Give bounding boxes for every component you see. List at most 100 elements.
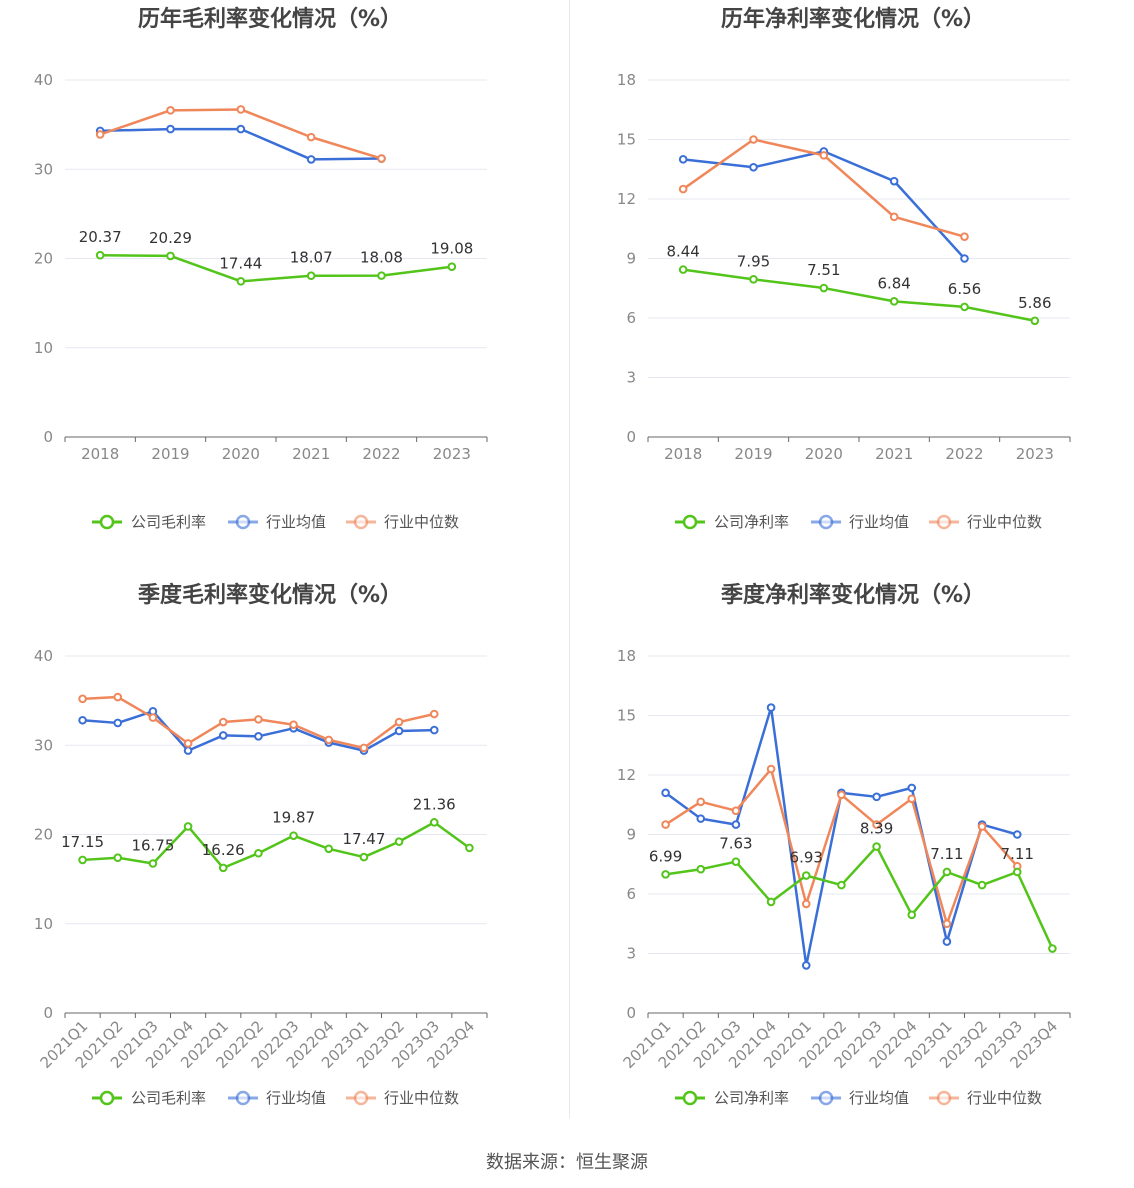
- x-tick-label: 2020: [805, 445, 843, 463]
- data-point-avg: [731, 820, 741, 829]
- data-point-company: [429, 818, 439, 827]
- y-tick-label: 30: [34, 160, 53, 178]
- source-label: 数据来源：恒生聚源: [486, 1152, 648, 1173]
- data-point-avg: [801, 961, 811, 970]
- data-label: 7.11: [930, 845, 963, 863]
- legend-marker: [235, 514, 251, 530]
- legend-label: 行业均值: [849, 513, 909, 531]
- data-point-company: [942, 867, 952, 877]
- data-point-company: [113, 853, 123, 863]
- data-point-company: [678, 265, 688, 274]
- data-label: 17.47: [342, 830, 385, 848]
- data-point-median: [183, 739, 193, 748]
- data-point-avg: [907, 783, 917, 793]
- y-tick-label: 12: [617, 766, 636, 784]
- y-tick-label: 18: [617, 71, 636, 89]
- legend-label: 行业均值: [849, 1089, 909, 1107]
- data-label: 16.75: [131, 837, 174, 855]
- series-line-median: [99, 108, 382, 160]
- data-label: 6.93: [790, 849, 823, 867]
- data-point-avg: [254, 732, 263, 741]
- data-label: 6.99: [649, 847, 682, 865]
- data-point-company: [1030, 316, 1040, 326]
- y-tick-label: 0: [43, 428, 53, 446]
- data-point-median: [113, 692, 123, 702]
- data-point-median: [377, 154, 386, 163]
- series-line-company: [100, 253, 452, 283]
- data-label: 7.51: [807, 261, 840, 279]
- data-point-median: [907, 794, 917, 804]
- y-tick-label: 15: [617, 131, 636, 149]
- data-point-avg: [394, 726, 404, 736]
- legend-marker: [936, 514, 952, 530]
- data-point-avg: [872, 792, 881, 802]
- legend-marker: [353, 514, 369, 530]
- y-tick-label: 9: [626, 826, 636, 844]
- data-point-avg: [78, 715, 87, 725]
- data-point-company: [1048, 944, 1057, 953]
- data-point-median: [696, 797, 706, 807]
- y-tick-label: 40: [34, 71, 53, 89]
- legend-item-median: 行业中位数: [346, 513, 459, 531]
- data-point-median: [218, 717, 228, 727]
- series-line-avg: [683, 150, 966, 260]
- data-point-avg: [696, 814, 706, 823]
- data-label: 21.36: [413, 795, 456, 813]
- legend-item-avg: 行业均值: [228, 1089, 326, 1107]
- data-point-avg: [306, 155, 316, 164]
- data-point-avg: [183, 746, 193, 755]
- legend-label: 行业均值: [266, 1089, 326, 1107]
- data-point-median: [977, 822, 987, 831]
- chart-annual-net: 历年净利率变化情况（%） 0 3 6 9 12 15 18 2018 2019 2020 2021 20…: [617, 6, 1071, 531]
- legend-item-avg: 行业均值: [811, 513, 909, 531]
- y-tick-label: 15: [617, 707, 636, 725]
- data-point-median: [872, 820, 881, 829]
- data-label: 7.63: [719, 835, 752, 853]
- y-tick-label: 20: [34, 250, 53, 268]
- x-tick-label: 2019: [151, 445, 189, 463]
- legend-marker: [818, 1090, 834, 1106]
- x-tick-label: 2018: [664, 445, 702, 463]
- data-point-company: [289, 831, 298, 840]
- data-point-median: [166, 106, 175, 115]
- data-point-avg: [429, 725, 439, 735]
- data-point-avg: [889, 176, 899, 186]
- y-tick-label: 6: [626, 885, 636, 903]
- legend-marker: [682, 1090, 698, 1106]
- data-point-median: [236, 105, 246, 114]
- data-point-avg: [749, 162, 758, 172]
- data-point-median: [289, 720, 298, 730]
- data-point-median: [942, 919, 952, 929]
- data-label: 6.56: [948, 280, 981, 298]
- data-point-company: [183, 822, 193, 831]
- y-tick-label: 30: [34, 736, 53, 754]
- data-point-avg: [218, 731, 228, 740]
- chart-panel-annual-gross: 历年毛利率变化情况（%） 0 10 20 30 40 2018 2019 2020 2021 202…: [0, 0, 567, 575]
- data-label: 16.26: [202, 841, 245, 859]
- legend-label: 公司毛利率: [131, 513, 206, 531]
- data-point-median: [254, 715, 263, 724]
- chart-title: 季度毛利率变化情况（%）: [138, 582, 402, 608]
- data-label: 18.07: [290, 249, 333, 267]
- legend-label: 公司净利率: [714, 1089, 789, 1107]
- data-point-avg: [236, 124, 246, 134]
- data-point-company: [837, 880, 846, 890]
- y-tick-label: 10: [34, 915, 53, 933]
- y-tick-label: 0: [43, 1004, 53, 1022]
- series-line-company: [82, 821, 471, 870]
- legend-item-median: 行业中位数: [929, 513, 1042, 531]
- data-point-company: [465, 843, 474, 853]
- data-label: 19.08: [430, 240, 473, 258]
- legend-item-avg: 行业均值: [811, 1089, 909, 1107]
- data-label: 20.29: [149, 229, 192, 247]
- legend-label: 行业中位数: [384, 513, 459, 531]
- legend-item-company: 公司净利率: [675, 1089, 789, 1107]
- x-tick-label: 2023: [433, 445, 471, 463]
- data-point-avg: [1012, 830, 1022, 839]
- legend-item-median: 行业中位数: [346, 1089, 459, 1107]
- data-point-median: [678, 184, 688, 194]
- data-point-avg: [960, 254, 969, 263]
- data-point-company: [359, 852, 369, 862]
- series-line-company: [665, 845, 1054, 950]
- data-point-median: [801, 899, 811, 909]
